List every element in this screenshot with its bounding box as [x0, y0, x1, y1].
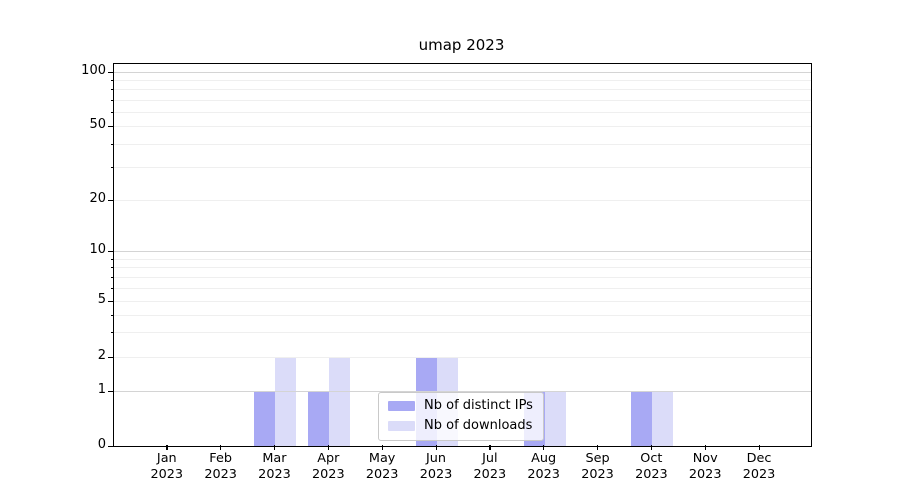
plot-area: Nb of distinct IPs Nb of downloads [108, 63, 812, 448]
y-minor-tick-mark [111, 89, 114, 91]
chart-title: umap 2023 [418, 36, 505, 54]
y-tick-mark [108, 200, 114, 202]
legend-entry: Nb of downloads [388, 419, 534, 433]
x-tick-label-year: 2023 [527, 466, 560, 482]
bar-nb-of-distinct-ips-oct [631, 390, 653, 446]
legend: Nb of distinct IPs Nb of downloads [378, 392, 544, 441]
y-minor-tick-mark [111, 276, 114, 278]
x-tick-label: Aug 2023 [509, 451, 579, 482]
y-tick-label: 5 [97, 292, 106, 307]
x-tick-label-year: 2023 [688, 466, 722, 482]
y-tick-label: 100 [81, 62, 106, 78]
x-tick-mark [543, 445, 545, 450]
x-tick-label-month: Sep [585, 451, 610, 466]
x-tick-label: Dec 2023 [724, 451, 794, 482]
y-tick-mark [108, 251, 114, 253]
x-tick-mark [597, 445, 599, 450]
legend-swatch [388, 421, 415, 431]
y-tick-label: 10 [89, 242, 106, 257]
x-tick-label: Jun 2023 [401, 451, 471, 482]
x-tick-label: Jul 2023 [455, 451, 525, 482]
x-tick-mark [220, 445, 222, 450]
y-tick-mark [108, 126, 114, 128]
legend-label: Nb of distinct IPs [424, 398, 533, 413]
x-tick-label-month: Apr [317, 451, 340, 466]
x-tick-label: Oct 2023 [616, 451, 686, 482]
x-tick-label-year: 2023 [473, 466, 507, 482]
x-tick-label-month: Dec [746, 451, 772, 466]
y-tick-label: 2 [97, 348, 106, 363]
y-minor-tick-mark [111, 79, 114, 81]
x-tick-mark [650, 445, 653, 450]
x-tick-label-year: 2023 [312, 466, 345, 482]
x-tick-label: Sep 2023 [563, 451, 633, 482]
x-tick-label-year: 2023 [419, 466, 453, 482]
bar-nb-of-downloads-oct [652, 390, 674, 446]
y-tick-label: 20 [89, 191, 106, 206]
x-tick-label-year: 2023 [635, 466, 668, 482]
x-tick-label: Nov 2023 [670, 451, 740, 482]
y-tick-label: 1 [97, 381, 106, 397]
x-tick-label-year: 2023 [742, 466, 776, 482]
x-tick-label-month: Jan [156, 451, 177, 466]
x-tick-mark [381, 445, 383, 450]
legend-label: Nb of downloads [424, 418, 533, 433]
x-tick-label-year: 2023 [204, 466, 237, 482]
bar-nb-of-downloads-aug [544, 390, 566, 446]
x-tick-label-month: Nov [692, 451, 718, 466]
y-tick-mark [108, 390, 114, 392]
x-tick-label: May 2023 [347, 451, 417, 482]
y-minor-tick-mark [111, 167, 114, 169]
x-tick-mark [435, 445, 437, 450]
x-tick-label-year: 2023 [150, 466, 184, 482]
y-tick-mark [108, 446, 114, 448]
x-tick-label: Feb 2023 [186, 451, 256, 482]
y-tick-mark [108, 301, 114, 303]
x-tick-label: Mar 2023 [239, 451, 309, 482]
y-tick-mark [108, 357, 114, 359]
y-minor-tick-mark [111, 144, 114, 146]
bar-nb-of-distinct-ips-apr [308, 390, 330, 446]
x-tick-label-month: Oct [640, 451, 663, 466]
x-tick-label-year: 2023 [365, 466, 399, 482]
x-tick-label-year: 2023 [258, 466, 291, 482]
x-tick-label-month: Jul [482, 451, 498, 466]
y-minor-tick-mark [111, 111, 114, 113]
legend-swatch [388, 401, 415, 411]
x-tick-mark [489, 445, 491, 450]
y-minor-tick-mark [111, 287, 114, 289]
x-tick-mark [758, 445, 760, 450]
x-tick-mark [166, 445, 168, 450]
y-tick-mark [108, 71, 114, 73]
bar-nb-of-downloads-mar [275, 357, 297, 446]
x-tick-label-month: Feb [209, 451, 232, 466]
tick-marks-layer [108, 64, 811, 448]
legend-entry: Nb of distinct IPs [388, 399, 534, 413]
x-tick-mark [704, 445, 706, 450]
x-tick-label: Apr 2023 [293, 451, 363, 482]
x-tick-label-month: Aug [531, 451, 557, 466]
x-tick-mark [327, 445, 330, 450]
x-tick-mark [273, 445, 276, 450]
x-tick-label-month: Mar [262, 451, 287, 466]
x-tick-label-year: 2023 [581, 466, 614, 482]
y-minor-tick-mark [111, 267, 114, 269]
y-minor-tick-mark [111, 314, 114, 316]
y-tick-label: 50 [89, 117, 106, 132]
bar-nb-of-distinct-ips-mar [254, 390, 276, 446]
x-tick-label: Jan 2023 [132, 451, 202, 482]
x-tick-label-month: Jun [426, 451, 446, 466]
bar-nb-of-downloads-apr [329, 357, 351, 446]
y-minor-tick-mark [111, 99, 114, 101]
y-minor-tick-mark [111, 332, 114, 334]
x-tick-label-month: May [368, 451, 396, 466]
y-tick-label: 0 [97, 437, 106, 452]
y-minor-tick-mark [111, 258, 114, 260]
